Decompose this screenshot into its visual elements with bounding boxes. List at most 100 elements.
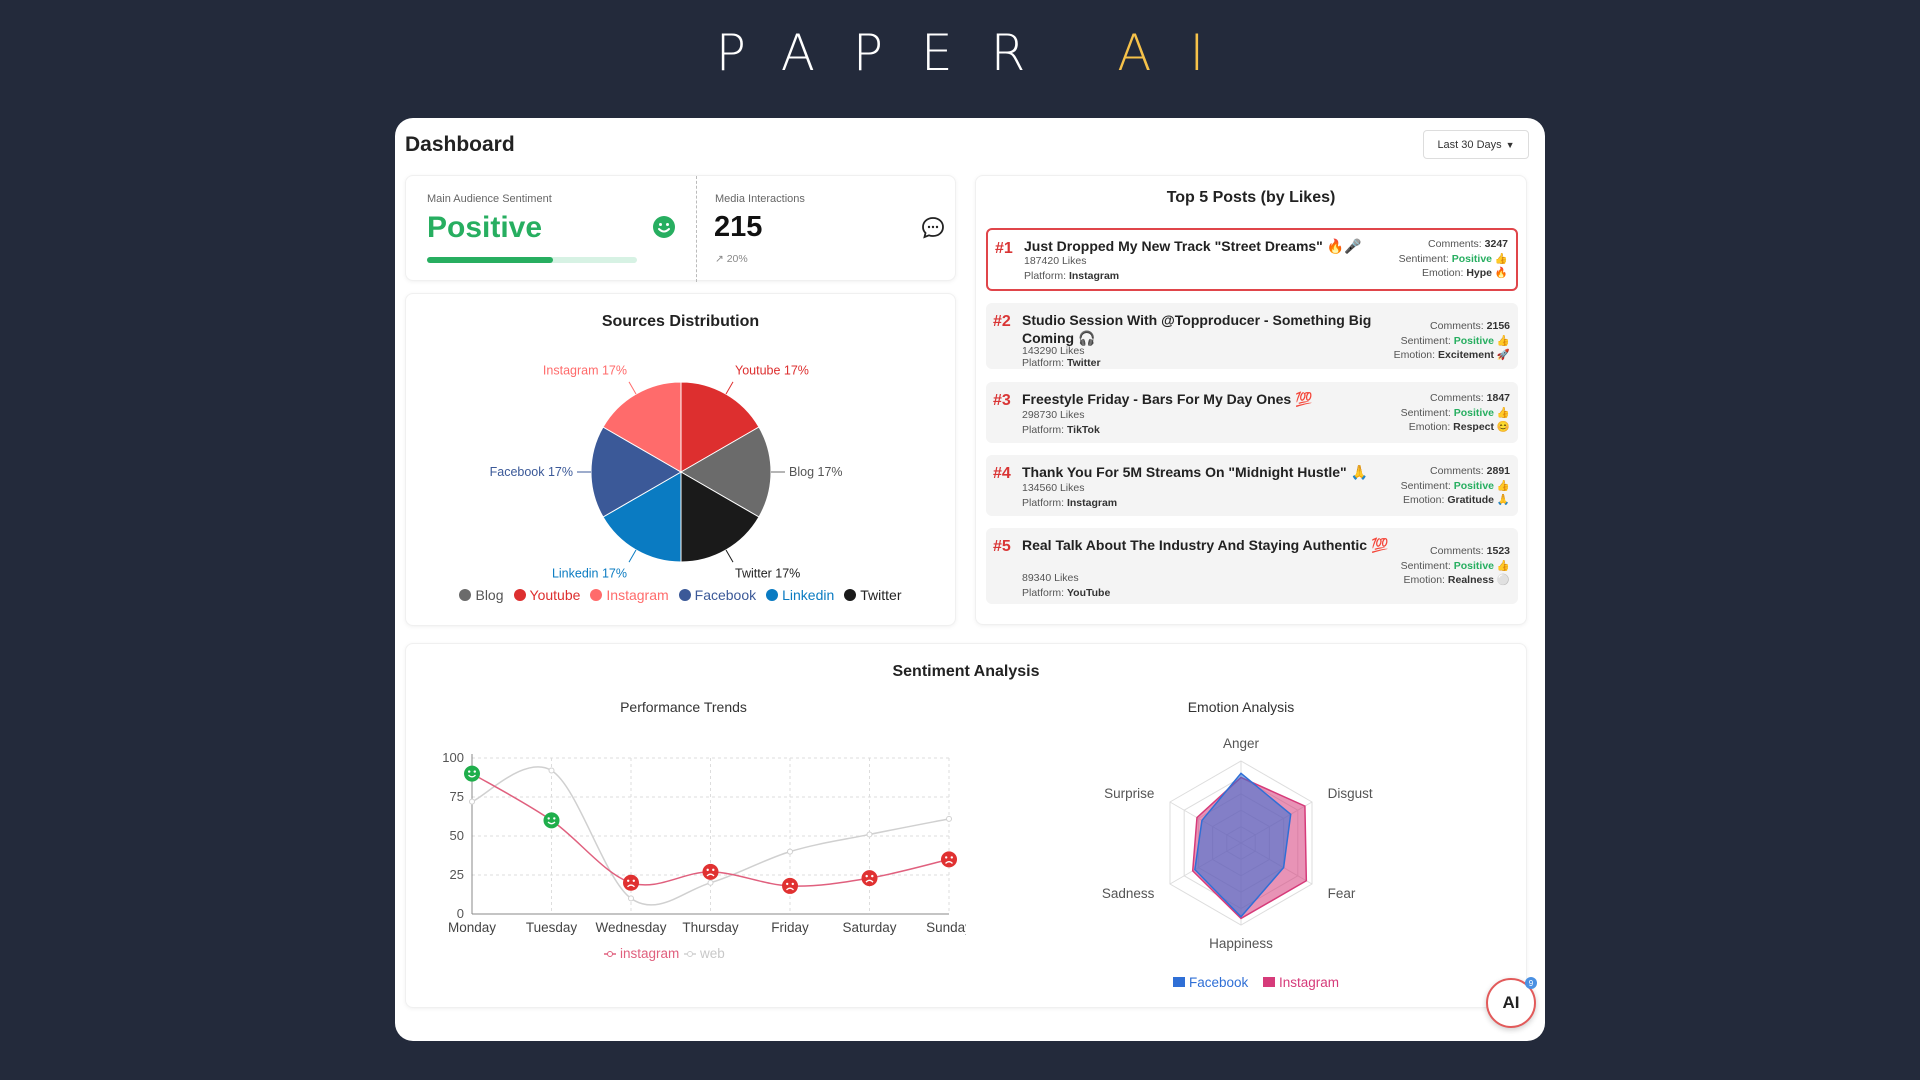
pie-slice-label: Youtube 17% [735, 363, 809, 377]
legend-label: Instagram [1279, 975, 1339, 990]
date-range-dropdown[interactable]: Last 30 Days ▼ [1423, 130, 1529, 159]
post-stats: Comments: 3247 Sentiment: Positive 👍 Emo… [1398, 238, 1508, 279]
legend-label: web [699, 946, 725, 961]
pie-slice-label: Blog 17% [789, 465, 843, 479]
post-rank: #3 [993, 392, 1011, 409]
radar-axis-label: Sadness [1102, 886, 1155, 901]
stats-panel: Main Audience Sentiment Positive Media I… [405, 175, 956, 282]
pie-leader-line [628, 381, 637, 395]
post-card[interactable]: #4 Thank You For 5M Streams On "Midnight… [986, 455, 1518, 516]
happy-face-marker [543, 812, 560, 829]
legend-item[interactable]: Linkedin [766, 587, 834, 603]
legend-label: instagram [620, 946, 679, 961]
legend-swatch [766, 589, 779, 601]
pie-slice-label: Twitter 17% [735, 567, 800, 581]
post-platform: Platform: Instagram [1024, 270, 1120, 282]
legend-label: Youtube [529, 587, 581, 603]
x-tick-label: Saturday [842, 920, 896, 935]
legend-swatch [678, 589, 691, 601]
radar-axis-label: Happiness [1209, 936, 1273, 951]
legend-item[interactable]: Twitter [844, 587, 902, 603]
pie-slice [680, 426, 772, 518]
post-stats: Comments: 1523 Sentiment: Positive 👍 Emo… [1400, 545, 1510, 586]
sad-face-marker [702, 863, 719, 880]
legend-label: Blog [475, 587, 504, 603]
pie-slice-label: Linkedin 17% [552, 567, 627, 581]
post-rank: #2 [993, 313, 1011, 330]
post-likes: 187420 Likes [1024, 255, 1087, 267]
data-point-web [787, 848, 793, 855]
marker-eye [712, 868, 715, 872]
marker-mouth [627, 884, 635, 888]
sad-face-marker [782, 877, 798, 894]
marker-eye [871, 874, 874, 878]
legend-label: Facebook [694, 587, 757, 603]
marker-eye [950, 856, 953, 859]
post-title: Studio Session With @Topproducer - Somet… [1022, 312, 1372, 346]
marker-face [543, 812, 560, 829]
post-platform: Platform: Instagram [1022, 497, 1118, 509]
post-title: Just Dropped My New Track "Street Dreams… [1024, 238, 1362, 254]
stats-divider [696, 176, 697, 282]
post-card[interactable]: #1 Just Dropped My New Track "Street Dre… [986, 228, 1518, 291]
marker-mouth [706, 873, 715, 877]
sentiment-progress [427, 257, 637, 263]
post-platform: Platform: YouTube [1022, 587, 1111, 599]
x-tick-label: Sunday [926, 920, 966, 935]
legend-item[interactable]: Facebook [678, 587, 757, 603]
x-tick-label: Friday [771, 920, 809, 935]
sentiment-label: Main Audience Sentiment [427, 193, 552, 205]
interactions-trend: ↗ 20% [715, 253, 748, 265]
post-card[interactable]: #2 Studio Session With @Topproducer - So… [986, 303, 1518, 369]
post-title: Freestyle Friday - Bars For My Day Ones … [1022, 391, 1313, 407]
pie-slice [680, 471, 760, 563]
legend-swatch [1263, 977, 1275, 987]
legend-swatch [844, 589, 857, 601]
legend-item[interactable]: Blog [459, 587, 504, 603]
dashboard-card: Dashboard Last 30 Days ▼ Main Audience Se… [395, 118, 1545, 1041]
post-likes: 134560 Likes [1022, 482, 1085, 494]
emotion-analysis-title: Emotion Analysis [1187, 699, 1295, 715]
marker-eye [468, 770, 471, 773]
marker-face [861, 870, 878, 887]
marker-eye [865, 874, 868, 878]
post-stats: Comments: 2156 Sentiment: Positive 👍 Emo… [1393, 320, 1510, 361]
radar-axis-label: Fear [1328, 886, 1356, 901]
interactions-value: 215 [714, 211, 763, 243]
post-rank: #4 [993, 465, 1011, 482]
sources-title: Sources Distribution [601, 313, 760, 330]
performance-line-chart: 0 25 50 75 100 Monday Tuesday Wednesday Thursday… [442, 750, 966, 961]
top-posts-panel: Top 5 Posts (by Likes) #1 Just Dropped M… [975, 175, 1527, 625]
legend-swatch [513, 589, 526, 601]
marker-face [941, 851, 957, 868]
marker-eye [627, 879, 630, 882]
pie-slice [590, 426, 682, 518]
post-platform: Platform: Twitter [1022, 357, 1101, 369]
y-tick-label: 75 [450, 789, 464, 804]
radar-axis-label: Surprise [1104, 786, 1154, 801]
marker-eye [706, 868, 709, 872]
notification-badge: 9 [1525, 977, 1537, 989]
post-stats: Comments: 2891 Sentiment: Positive 👍 Emo… [1400, 465, 1510, 506]
top-posts-title: Top 5 Posts (by Likes) [1166, 189, 1336, 206]
post-title: Real Talk About The Industry And Staying… [1022, 537, 1389, 553]
post-platform: Platform: TikTok [1022, 424, 1100, 436]
sentiment-value: Positive [427, 211, 543, 244]
post-card[interactable]: #5 Real Talk About The Industry And Stay… [986, 528, 1518, 604]
y-tick-label: 25 [450, 867, 464, 882]
marker-face [464, 765, 480, 782]
marker-eye [553, 817, 556, 820]
legend-item[interactable]: Instagram [590, 587, 669, 603]
sentiment-analysis-panel: Sentiment Analysis Performance Trends Em… [405, 643, 1527, 1008]
radar-series-facebook [1194, 772, 1292, 918]
y-tick-label: 0 [457, 906, 464, 921]
legend-item[interactable]: Youtube [513, 587, 581, 603]
sentiment-progress-fill [427, 257, 553, 263]
pie-leader-line [725, 381, 734, 395]
post-rank: #5 [993, 538, 1011, 555]
marker-eye [547, 817, 550, 820]
marker-mouth [865, 879, 874, 883]
radar-axis-label: Disgust [1328, 786, 1373, 801]
marker-eye [632, 879, 635, 882]
post-card[interactable]: #3 Freestyle Friday - Bars For My Day On… [986, 382, 1518, 443]
